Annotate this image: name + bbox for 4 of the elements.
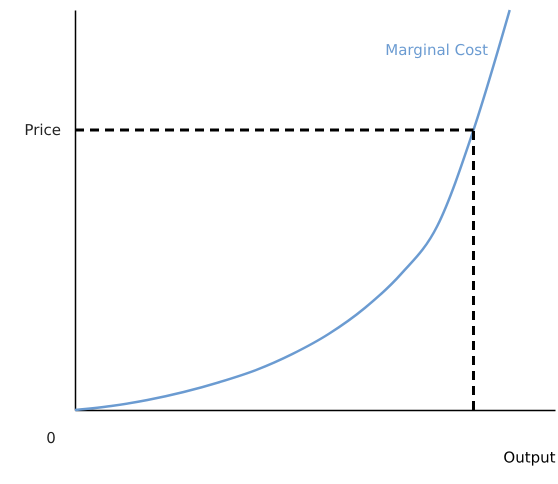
series-label: Marginal Cost <box>385 41 488 59</box>
text: 0 <box>46 429 56 447</box>
x-axis-title: Output <box>503 448 556 466</box>
ref-line-label: Price <box>24 121 61 139</box>
